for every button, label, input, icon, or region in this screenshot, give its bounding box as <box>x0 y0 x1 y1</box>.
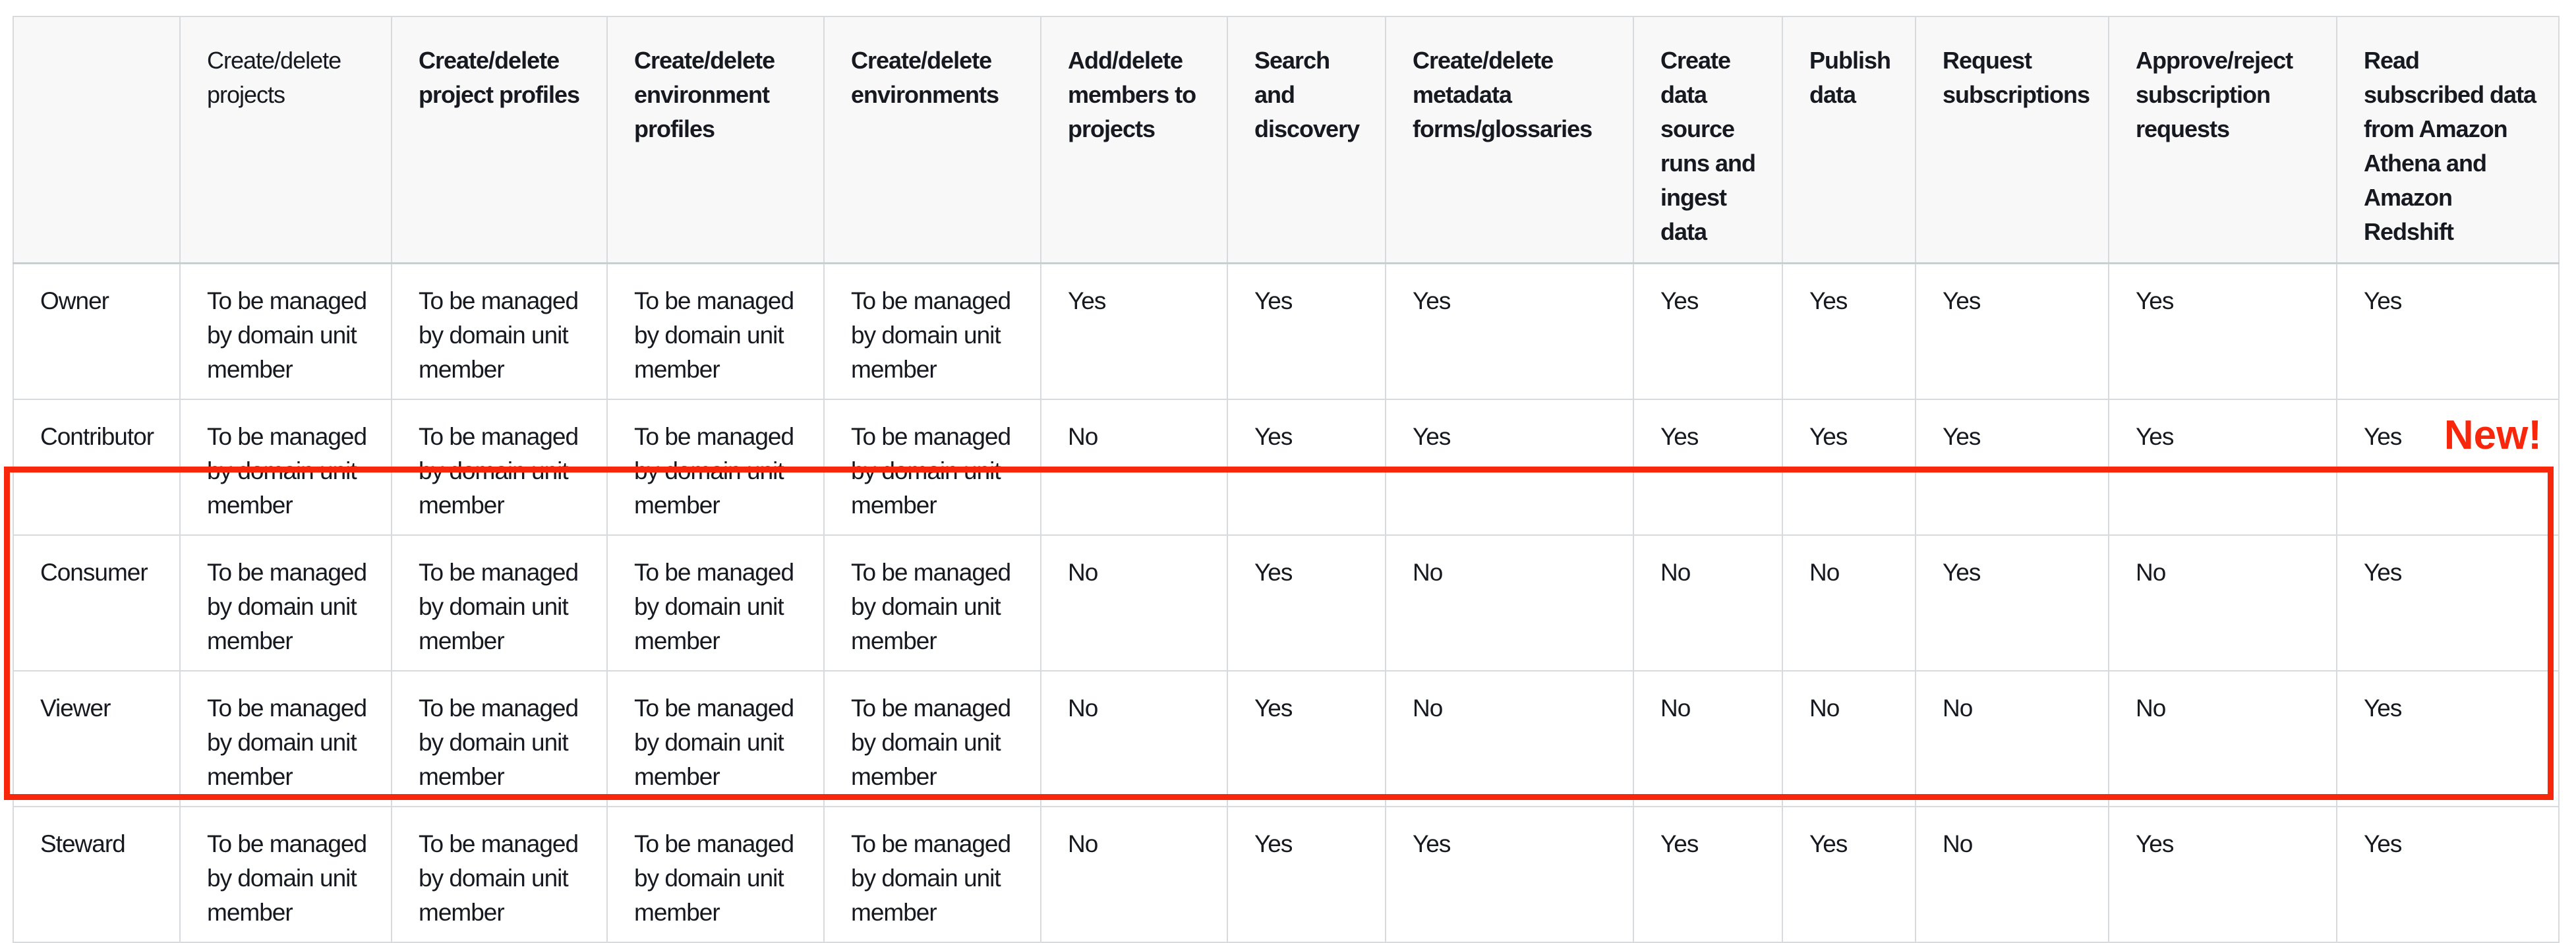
table-cell: Yes <box>2108 262 2337 400</box>
column-header: Create/delete environments <box>823 16 1041 264</box>
table-cell: No <box>2108 670 2337 807</box>
table-row: Consumer To be managed by domain unit mem… <box>13 534 2560 672</box>
row-header: Consumer <box>13 534 181 672</box>
table-cell: Yes <box>1227 534 1386 672</box>
table-cell: Yes <box>2108 399 2337 536</box>
table-cell: No <box>1040 534 1228 672</box>
table-row: Contributor To be managed by domain unit … <box>13 399 2560 536</box>
table-cell: To be managed by domain unit member <box>606 534 825 672</box>
column-header: Request subscriptions <box>1915 16 2109 264</box>
table-cell: To be managed by domain unit member <box>823 534 1041 672</box>
table-cell: To be managed by domain unit member <box>391 399 608 536</box>
column-header: Approve/reject subscription requests <box>2108 16 2337 264</box>
table-cell: Yes <box>1227 806 1386 943</box>
table-cell: To be managed by domain unit member <box>179 806 392 943</box>
table-cell: To be managed by domain unit member <box>391 534 608 672</box>
table-cell: Yes <box>1633 806 1783 943</box>
table-cell: Yes <box>2336 806 2560 943</box>
table-cell: Yes <box>1227 262 1386 400</box>
table-cell: No <box>1040 670 1228 807</box>
table-cell: Yes <box>2336 262 2560 400</box>
column-header: Create/delete projects <box>179 16 392 264</box>
table-cell: To be managed by domain unit member <box>391 670 608 807</box>
table-cell: To be managed by domain unit member <box>391 262 608 400</box>
column-header: Search and discovery <box>1227 16 1386 264</box>
permissions-table: Create/delete projects Create/delete proj… <box>13 16 2560 943</box>
table-cell: To be managed by domain unit member <box>179 262 392 400</box>
table-cell: Yes <box>1227 399 1386 536</box>
page: Create/delete projects Create/delete proj… <box>4 16 2560 943</box>
column-header: Add/delete members to projects <box>1040 16 1228 264</box>
table-header-row: Create/delete projects Create/delete proj… <box>13 16 2560 264</box>
table-cell: To be managed by domain unit member <box>179 670 392 807</box>
column-header: Create/delete project profiles <box>391 16 608 264</box>
row-header: Viewer <box>13 670 181 807</box>
table-cell: No <box>1782 670 1916 807</box>
table-cell: Yes <box>1385 806 1634 943</box>
table-cell: To be managed by domain unit member <box>823 262 1041 400</box>
table-cell: No <box>1915 670 2109 807</box>
table-cell: Yes <box>1782 262 1916 400</box>
table-cell: Yes <box>1040 262 1228 400</box>
table-row: Steward To be managed by domain unit memb… <box>13 806 2560 943</box>
table-cell: No <box>1385 670 1634 807</box>
table-cell: Yes <box>2336 534 2560 672</box>
new-badge: New! <box>2444 413 2542 458</box>
table-row: Owner To be managed by domain unit member… <box>13 262 2560 400</box>
table-cell: Yes <box>1385 262 1634 400</box>
table-cell: No <box>1040 806 1228 943</box>
table-cell: No <box>1633 670 1783 807</box>
table-cell: No <box>1385 534 1634 672</box>
table-cell: Yes <box>1782 399 1916 536</box>
row-header: Steward <box>13 806 181 943</box>
table-cell: To be managed by domain unit member <box>823 806 1041 943</box>
table-cell: To be managed by domain unit member <box>823 399 1041 536</box>
table-cell: Yes <box>2108 806 2337 943</box>
table-cell: To be managed by domain unit member <box>391 806 608 943</box>
table-cell: Yes <box>2336 670 2560 807</box>
column-header: Read subscribed data from Amazon Athena … <box>2336 16 2560 264</box>
table-cell: Yes <box>1915 399 2109 536</box>
table-cell: Yes <box>1633 262 1783 400</box>
table-cell: To be managed by domain unit member <box>606 806 825 943</box>
table-cell: Yes <box>1915 534 2109 672</box>
table-cell: No <box>1040 399 1228 536</box>
table-row: Viewer To be managed by domain unit membe… <box>13 670 2560 807</box>
table-cell: Yes <box>1633 399 1783 536</box>
table-cell: To be managed by domain unit member <box>179 399 392 536</box>
table-cell: To be managed by domain unit member <box>179 534 392 672</box>
table-cell: No <box>1633 534 1783 672</box>
corner-cell <box>13 16 181 264</box>
table-cell: Yes <box>1227 670 1386 807</box>
column-header: Create/delete environment profiles <box>606 16 825 264</box>
row-header: Contributor <box>13 399 181 536</box>
column-header: Create data source runs and ingest data <box>1633 16 1783 264</box>
table-cell: To be managed by domain unit member <box>823 670 1041 807</box>
table-cell: No <box>1782 534 1916 672</box>
column-header: Publish data <box>1782 16 1916 264</box>
table-cell: To be managed by domain unit member <box>606 670 825 807</box>
table-cell: Yes <box>1385 399 1634 536</box>
column-header: Create/delete metadata forms/glossaries <box>1385 16 1634 264</box>
table-cell: Yes <box>1782 806 1916 943</box>
table-cell: No <box>1915 806 2109 943</box>
row-header: Owner <box>13 262 181 400</box>
table-cell: Yes <box>1915 262 2109 400</box>
table-cell: To be managed by domain unit member <box>606 262 825 400</box>
table-cell: No <box>2108 534 2337 672</box>
table-cell: To be managed by domain unit member <box>606 399 825 536</box>
